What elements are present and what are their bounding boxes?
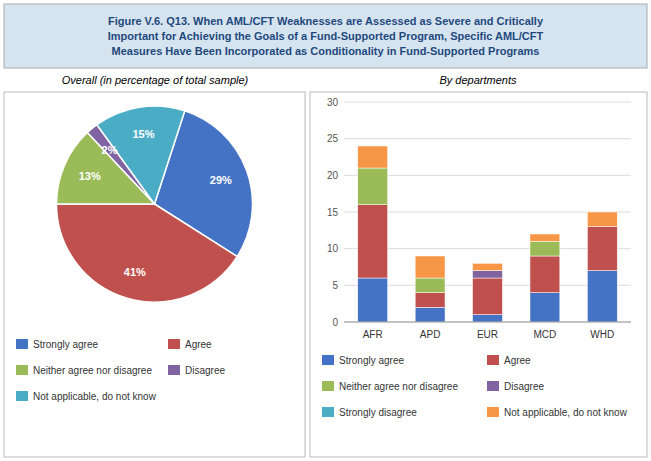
- y-tick-label: 15: [327, 207, 339, 218]
- x-tick-label: MCD: [534, 329, 557, 340]
- x-axis-line: [344, 322, 631, 323]
- y-tick-label: 30: [327, 97, 339, 108]
- x-tick-label: AFR: [363, 329, 383, 340]
- bar: [587, 271, 617, 322]
- data-label: 41%: [124, 266, 146, 278]
- legend: Strongly agree Agree Neither agree nor dis…: [322, 355, 628, 418]
- legend-label: Strongly disagree: [339, 407, 417, 418]
- x-tick-label: EUR: [477, 329, 498, 340]
- bar: [358, 278, 388, 322]
- bar: [473, 271, 503, 278]
- y-tick-label: 20: [327, 170, 339, 181]
- data-label: 29%: [210, 174, 232, 186]
- bar: [473, 315, 503, 322]
- pie-slice: [57, 204, 238, 302]
- legend-label: Disagree: [504, 381, 544, 392]
- subtitle: By departments: [439, 74, 517, 86]
- legend-label: Strongly agree: [339, 355, 404, 366]
- data-label: 2%: [102, 144, 118, 156]
- pie-labels: 29% 41% 13% 2% 15%: [79, 128, 232, 277]
- legend-swatch: [487, 355, 499, 365]
- bars: [358, 146, 617, 322]
- title-line: Figure V.6. Q13. When AML/CFT Weaknesses…: [108, 15, 544, 27]
- grid-line: [344, 322, 631, 323]
- legend-swatch: [16, 391, 28, 401]
- pie-chart: [57, 106, 253, 302]
- data-label: 15%: [132, 128, 154, 140]
- legend-label: Agree: [185, 339, 212, 350]
- grid: [344, 102, 631, 322]
- bar: [473, 263, 503, 270]
- legend-swatch: [322, 381, 334, 391]
- legend: Strongly agree Agree Neither agree nor dis…: [16, 339, 225, 402]
- grid-line: [344, 138, 631, 139]
- legend-swatch: [16, 339, 28, 349]
- y-tick-label: 5: [332, 280, 338, 291]
- legend-swatch: [322, 407, 334, 417]
- bar: [415, 293, 445, 308]
- title-line: Important for Achieving the Goals of a F…: [108, 30, 544, 42]
- panel-border: [310, 92, 647, 457]
- legend-label: Neither agree nor disagree: [339, 381, 458, 392]
- bar: [530, 293, 560, 322]
- x-tick-label: APD: [420, 329, 441, 340]
- subtitle: Overall (in percentage of total sample): [62, 74, 249, 86]
- y-tick-label: 10: [327, 243, 339, 254]
- legend-swatch: [16, 365, 28, 375]
- bar: [358, 168, 388, 205]
- panel-border: [4, 92, 305, 457]
- title-box: [4, 4, 647, 68]
- legend-swatch: [487, 407, 499, 417]
- grid-line: [344, 102, 631, 103]
- bar: [473, 278, 503, 315]
- bar: [530, 256, 560, 293]
- legend-label: Disagree: [185, 365, 225, 376]
- legend-label: Not applicable, do not know: [504, 407, 628, 418]
- pie-slice: [97, 106, 185, 204]
- legend-swatch: [487, 381, 499, 391]
- bar: [587, 212, 617, 227]
- legend-swatch: [168, 365, 180, 375]
- y-tick-label: 0: [332, 317, 338, 328]
- legend-label: Neither agree nor disagree: [33, 365, 152, 376]
- bar: [415, 278, 445, 293]
- x-tick-label: WHD: [590, 329, 614, 340]
- bar: [358, 146, 388, 168]
- legend-label: Agree: [504, 355, 531, 366]
- legend-label: Not applicable, do not know: [33, 391, 157, 402]
- bar: [415, 307, 445, 322]
- bar: [530, 234, 560, 241]
- legend-swatch: [322, 355, 334, 365]
- title-line: Measures Have Been Incorporated as Condi…: [112, 45, 540, 57]
- y-tick-label: 25: [327, 133, 339, 144]
- bar: [587, 227, 617, 271]
- legend-label: Strongly agree: [33, 339, 98, 350]
- bar-chart: 0 5 10 15 20 25 30 AFR APD EUR MCD WHD: [327, 97, 631, 341]
- figure: Figure V.6. Q13. When AML/CFT Weaknesses…: [0, 0, 651, 461]
- bar: [530, 241, 560, 256]
- legend-swatch: [168, 339, 180, 349]
- data-label: 13%: [79, 170, 101, 182]
- title: Figure V.6. Q13. When AML/CFT Weaknesses…: [108, 15, 544, 57]
- bar: [415, 256, 445, 278]
- bar: [358, 205, 388, 278]
